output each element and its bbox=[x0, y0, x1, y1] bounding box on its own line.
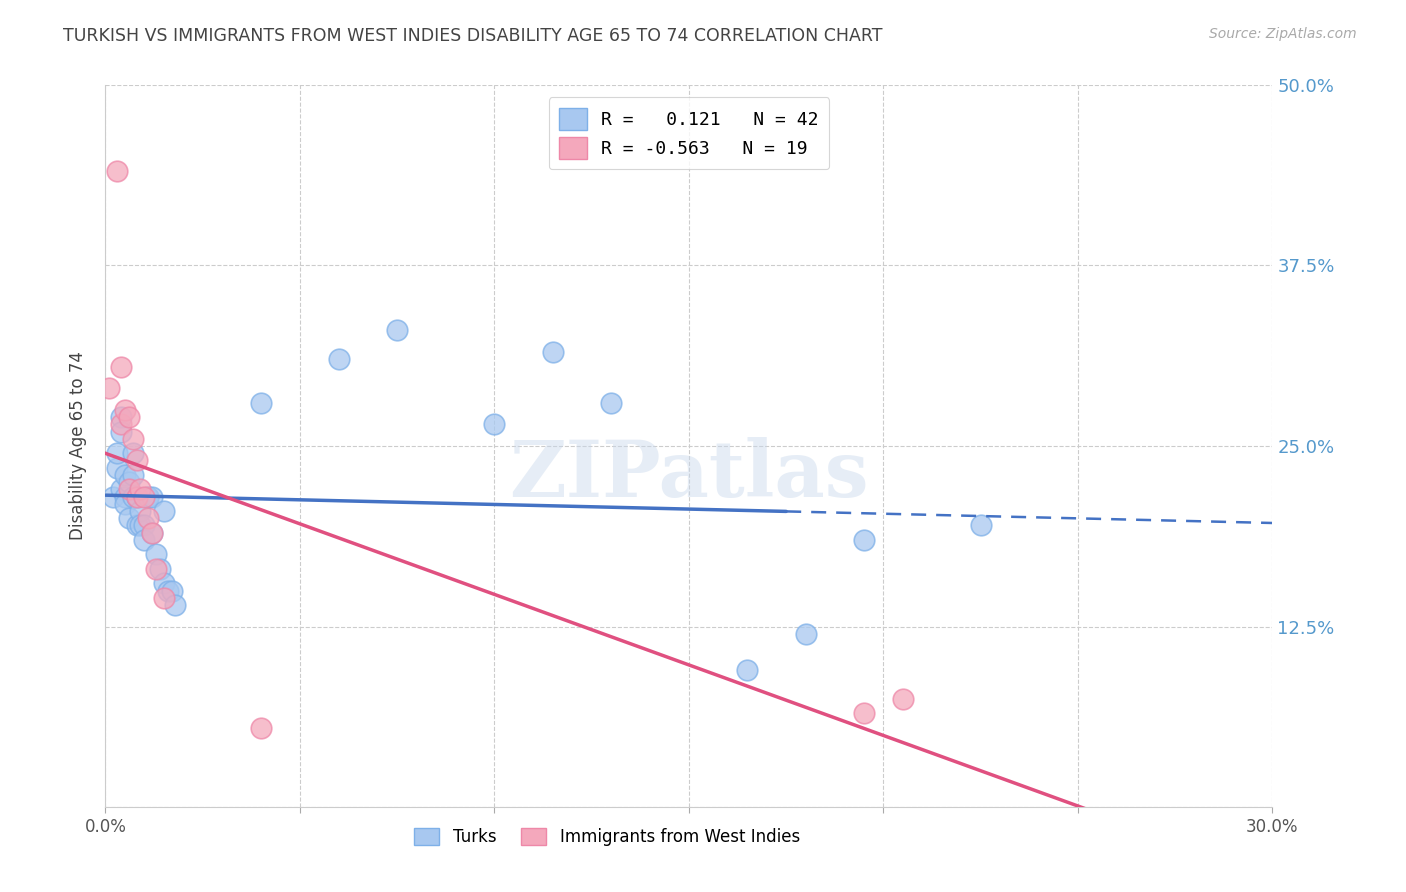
Point bbox=[153, 504, 174, 518]
Point bbox=[110, 425, 132, 439]
Point bbox=[600, 395, 623, 409]
Point bbox=[125, 490, 148, 504]
Point bbox=[125, 453, 148, 467]
Point bbox=[794, 627, 817, 641]
Point bbox=[737, 663, 759, 677]
Point bbox=[134, 533, 156, 547]
Point bbox=[110, 359, 132, 374]
Point bbox=[156, 583, 179, 598]
Point bbox=[125, 490, 148, 504]
Point bbox=[145, 562, 167, 576]
Point bbox=[541, 345, 564, 359]
Point bbox=[852, 706, 875, 721]
Point bbox=[114, 497, 136, 511]
Point bbox=[136, 490, 159, 504]
Point bbox=[129, 483, 152, 497]
Point bbox=[970, 518, 993, 533]
Point bbox=[149, 562, 172, 576]
Point bbox=[153, 576, 174, 591]
Point bbox=[110, 483, 132, 497]
Point bbox=[134, 490, 156, 504]
Point bbox=[114, 403, 136, 417]
Point bbox=[484, 417, 506, 432]
Point bbox=[129, 504, 152, 518]
Point bbox=[105, 446, 128, 460]
Point bbox=[250, 721, 273, 735]
Text: TURKISH VS IMMIGRANTS FROM WEST INDIES DISABILITY AGE 65 TO 74 CORRELATION CHART: TURKISH VS IMMIGRANTS FROM WEST INDIES D… bbox=[63, 27, 883, 45]
Point bbox=[141, 490, 163, 504]
Point bbox=[250, 395, 273, 409]
Legend: Turks, Immigrants from West Indies: Turks, Immigrants from West Indies bbox=[408, 822, 807, 853]
Point bbox=[145, 548, 167, 562]
Point bbox=[129, 518, 152, 533]
Y-axis label: Disability Age 65 to 74: Disability Age 65 to 74 bbox=[69, 351, 87, 541]
Point bbox=[136, 511, 159, 525]
Point bbox=[125, 490, 148, 504]
Point bbox=[118, 410, 141, 425]
Point bbox=[125, 518, 148, 533]
Text: ZIPatlas: ZIPatlas bbox=[509, 437, 869, 513]
Point bbox=[114, 490, 136, 504]
Point bbox=[134, 518, 156, 533]
Point bbox=[328, 352, 350, 367]
Point bbox=[98, 381, 121, 395]
Point bbox=[385, 323, 409, 337]
Point bbox=[121, 432, 143, 446]
Point bbox=[110, 410, 132, 425]
Point bbox=[165, 598, 187, 612]
Point bbox=[121, 446, 143, 460]
Point bbox=[110, 417, 132, 432]
Point bbox=[118, 483, 141, 497]
Point bbox=[121, 467, 143, 482]
Point bbox=[160, 583, 183, 598]
Point bbox=[852, 533, 875, 547]
Point bbox=[141, 525, 163, 540]
Point bbox=[105, 460, 128, 475]
Point bbox=[105, 164, 128, 178]
Point bbox=[153, 591, 174, 605]
Point bbox=[118, 475, 141, 489]
Point bbox=[121, 490, 143, 504]
Point bbox=[114, 467, 136, 482]
Text: Source: ZipAtlas.com: Source: ZipAtlas.com bbox=[1209, 27, 1357, 41]
Point bbox=[136, 490, 159, 504]
Point bbox=[118, 511, 141, 525]
Point bbox=[891, 692, 914, 706]
Point bbox=[141, 525, 163, 540]
Point bbox=[103, 490, 125, 504]
